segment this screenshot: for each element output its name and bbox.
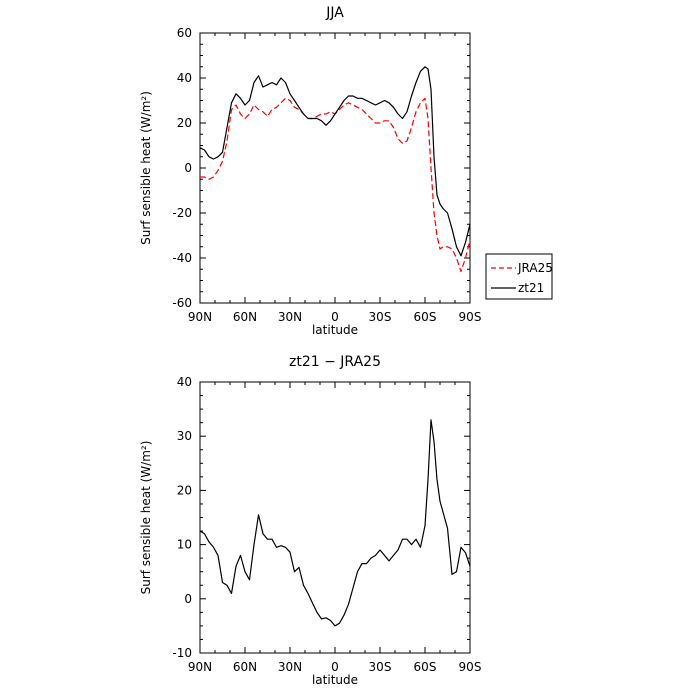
series-line-difference <box>199 419 471 627</box>
y-tick-label: 20 <box>177 483 192 497</box>
x-tick-label: 30S <box>369 310 392 324</box>
x-tick-label: 0 <box>331 660 339 674</box>
chart-jja: 90N 60N 30N 0 30S 60S 90S -60 -40 -20 0 20 40 60 JJA la… <box>139 5 553 337</box>
x-tick-label: 90N <box>188 660 212 674</box>
series-line-jra25 <box>200 97 471 273</box>
x-axis-label: latitude <box>312 673 358 687</box>
y-tick-label: 20 <box>177 116 192 130</box>
y-tick-label: -60 <box>172 296 192 310</box>
y-tick-label: 0 <box>184 592 192 606</box>
legend-box <box>485 253 553 300</box>
x-tick-label: 60N <box>233 310 257 324</box>
x-tick-label: 90S <box>459 310 482 324</box>
y-tick-label: 40 <box>177 375 192 389</box>
x-tick-label: 90S <box>459 660 482 674</box>
series-line-zt21 <box>199 66 471 257</box>
x-tick-label: 30N <box>278 660 302 674</box>
y-tick-label: -20 <box>172 206 192 220</box>
plot-frame <box>199 32 471 304</box>
y-tick-label: 60 <box>177 26 192 40</box>
y-axis-label: Surf sensible heat (W/m²) <box>139 441 153 595</box>
chart-title: JJA <box>325 5 344 21</box>
y-tick-label: 10 <box>177 538 192 552</box>
y-tick-label: 0 <box>184 161 192 175</box>
chart-difference: 90N 60N 30N 0 30S 60S 90S -10 0 10 20 30 40 zt21 − JR… <box>139 354 481 687</box>
x-tick-label: 60N <box>233 660 257 674</box>
legend-label: JRA25 <box>517 261 553 275</box>
x-tick-label: 30N <box>278 310 302 324</box>
y-tick-label: -10 <box>172 646 192 660</box>
x-tick-label: 90N <box>188 310 212 324</box>
plot-frame <box>199 381 471 654</box>
x-axis-label: latitude <box>312 323 358 337</box>
y-axis-label: Surf sensible heat (W/m²) <box>139 91 153 245</box>
chart-title: zt21 − JRA25 <box>289 354 381 370</box>
legend-label: zt21 <box>518 281 544 295</box>
x-tick-label: 60S <box>414 310 437 324</box>
x-tick-label: 30S <box>369 660 392 674</box>
y-tick-label: 40 <box>177 71 192 85</box>
y-tick-label: -40 <box>172 251 192 265</box>
x-tick-label: 0 <box>331 310 339 324</box>
x-tick-label: 60S <box>414 660 437 674</box>
y-tick-label: 30 <box>177 429 192 443</box>
